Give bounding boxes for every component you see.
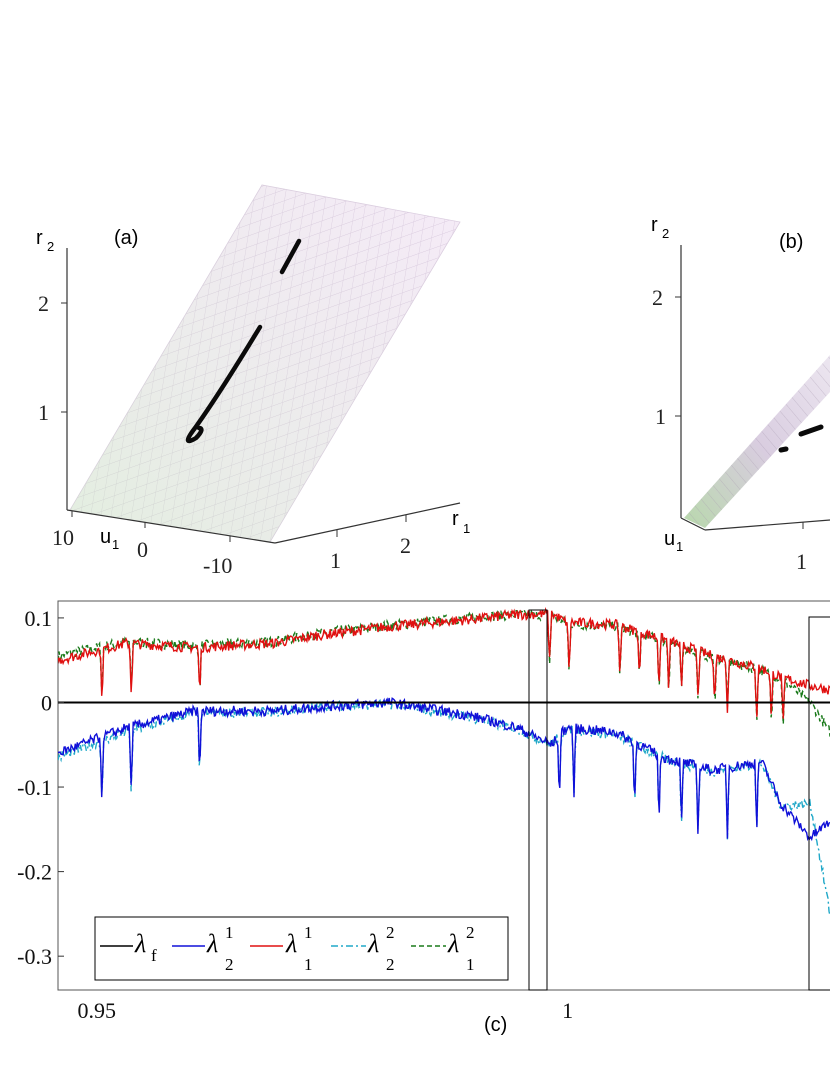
y-tick-label: -0.1 — [17, 775, 52, 800]
legend-entry-lambda-1-1: λ 1 1 — [285, 923, 313, 974]
panel-a-u1-tick-label: 0 — [137, 537, 148, 562]
svg-text:λ: λ — [134, 929, 146, 958]
svg-text:u: u — [100, 526, 111, 548]
svg-text:1: 1 — [463, 521, 470, 536]
svg-text:2: 2 — [386, 923, 395, 942]
svg-text:1: 1 — [304, 955, 313, 974]
svg-text:1: 1 — [676, 539, 683, 554]
svg-text:f: f — [151, 946, 157, 965]
svg-text:1: 1 — [466, 955, 475, 974]
panel-a-label: (a) — [114, 227, 138, 249]
legend-entry-lambda-2-1: λ 1 2 — [206, 923, 234, 974]
y-tick-label: 0 — [41, 690, 52, 715]
panel-c-y-axis: 0.1 0 -0.1 -0.2 -0.3 — [17, 606, 64, 969]
svg-text:r: r — [36, 227, 43, 249]
panel-c-x-axis: 0.95 1 — [78, 998, 574, 1023]
svg-text:r: r — [452, 508, 459, 530]
zoom-box-right — [808, 616, 830, 991]
panel-b-plane-grid — [684, 355, 830, 528]
svg-text:2: 2 — [47, 239, 54, 254]
panel-b-trajectory-segment — [798, 424, 824, 437]
panel-b-r1-axis — [704, 519, 830, 531]
legend-entry-lambda-2-2: λ 2 2 — [367, 923, 395, 974]
panel-b-trajectory-segment — [778, 446, 789, 453]
legend: λ f λ 1 2 λ 1 1 λ 2 2 λ — [94, 916, 509, 981]
series-line-λ22 — [58, 698, 830, 917]
svg-text:λ: λ — [447, 929, 459, 958]
svg-text:2: 2 — [225, 955, 234, 974]
panel-b-r2-tick-label: 2 — [652, 285, 663, 310]
panel-a-r1-axis-label: r 1 — [452, 508, 470, 536]
panel-a-plane-tint — [70, 185, 460, 542]
svg-text:λ: λ — [285, 929, 297, 958]
panel-c-frame — [57, 600, 830, 991]
svg-text:2: 2 — [466, 923, 475, 942]
panel-a-r2-tick-label: 2 — [38, 291, 49, 316]
panel-a-u1-axis-label: u 1 — [100, 526, 119, 552]
panel-a-u1-tick-label: 10 — [52, 525, 74, 550]
panel-a-r1-tick-label: 2 — [400, 533, 411, 558]
x-tick-label: 0.95 — [78, 998, 117, 1023]
y-tick-label: -0.3 — [17, 944, 52, 969]
panel-a: 2 1 10 0 -10 1 2 r 2 u 1 r 1 (a) — [36, 184, 470, 578]
legend-entry-lambda-f: λ f — [134, 929, 157, 965]
y-tick-label: -0.2 — [17, 860, 52, 885]
panel-a-r1-axis — [274, 502, 461, 544]
series-line-λ21 — [58, 697, 830, 842]
panel-b-u1-axis-label: u 1 — [664, 528, 683, 554]
svg-text:λ: λ — [206, 929, 218, 958]
panel-b-u1-axis — [680, 517, 706, 531]
panel-b-r1-tick-label: 1 — [796, 549, 807, 574]
panel-a-r1-tick-label: 1 — [330, 548, 341, 573]
legend-box — [94, 916, 509, 981]
panel-b-r2-tick-label: 1 — [655, 404, 666, 429]
svg-text:2: 2 — [662, 226, 669, 241]
svg-text:r: r — [651, 214, 658, 236]
panel-a-u1-tick-label: -10 — [203, 553, 232, 578]
panel-a-trajectory-segment — [279, 238, 302, 275]
panel-a-r2-tick-label: 1 — [38, 400, 49, 425]
panel-a-trajectory — [185, 324, 263, 444]
panel-b-label: (b) — [779, 231, 803, 253]
y-tick-label: 0.1 — [25, 606, 53, 631]
panel-c: 0.1 0 -0.1 -0.2 -0.3 0.95 1 (c) λ f λ 1 2 λ 1… — [17, 600, 830, 1036]
panel-a-u1-axis — [66, 509, 276, 544]
svg-text:1: 1 — [304, 923, 313, 942]
panel-b: 2 1 1 r 2 u 1 (b) — [651, 214, 830, 574]
svg-text:1: 1 — [225, 923, 234, 942]
svg-text:2: 2 — [386, 955, 395, 974]
svg-text:1: 1 — [112, 537, 119, 552]
panel-a-r2-axis-label: r 2 — [36, 227, 54, 254]
svg-text:u: u — [664, 528, 675, 550]
panel-c-label: (c) — [484, 1014, 507, 1036]
x-tick-label: 1 — [562, 998, 573, 1023]
panel-c-series-group — [58, 606, 830, 917]
svg-text:λ: λ — [367, 929, 379, 958]
legend-entry-lambda-1-2: λ 2 1 — [447, 923, 475, 974]
panel-b-r2-axis-label: r 2 — [651, 214, 669, 241]
zoom-box-left — [528, 609, 548, 991]
series-line-λ11 — [58, 606, 830, 719]
